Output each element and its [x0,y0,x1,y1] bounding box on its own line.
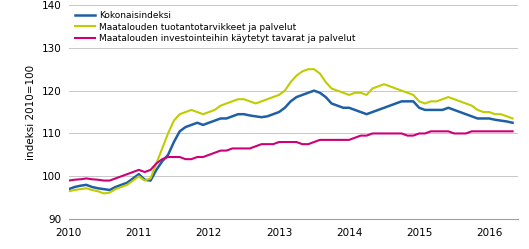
Maatalouden tuotantotarvikkeet ja palvelut [217,104,224,107]
Maatalouden tuotantotarvikkeet ja palvelut [323,81,329,84]
Maatalouden investointeihin käytetyt tavarat ja palvelut [247,147,253,150]
Line: Maatalouden tuotantotarvikkeet ja palvelut: Maatalouden tuotantotarvikkeet ja palvel… [69,69,513,193]
Kokonaisindeksi [106,188,113,191]
Kokonaisindeksi [223,117,230,120]
Maatalouden tuotantotarvikkeet ja palvelut [305,68,312,71]
Maatalouden tuotantotarvikkeet ja palvelut [159,147,166,150]
Maatalouden investointeihin käytetyt tavarat ja palvelut [258,143,264,146]
Maatalouden tuotantotarvikkeet ja palvelut [264,98,270,101]
Maatalouden tuotantotarvikkeet ja palvelut [252,102,259,105]
Maatalouden tuotantotarvikkeet ja palvelut [101,192,107,195]
Line: Maatalouden investointeihin käytetyt tavarat ja palvelut: Maatalouden investointeihin käytetyt tav… [69,131,513,181]
Maatalouden investointeihin käytetyt tavarat ja palvelut [427,130,434,133]
Y-axis label: indeksi 2010=100: indeksi 2010=100 [26,64,36,160]
Line: Kokonaisindeksi: Kokonaisindeksi [69,91,513,190]
Maatalouden tuotantotarvikkeet ja palvelut [223,102,230,105]
Maatalouden investointeihin käytetyt tavarat ja palvelut [509,130,516,133]
Kokonaisindeksi [509,121,516,124]
Maatalouden investointeihin käytetyt tavarat ja palvelut [217,149,224,152]
Maatalouden tuotantotarvikkeet ja palvelut [509,117,516,120]
Kokonaisindeksi [66,188,72,191]
Maatalouden tuotantotarvikkeet ja palvelut [66,190,72,193]
Kokonaisindeksi [252,115,259,118]
Maatalouden investointeihin käytetyt tavarat ja palvelut [212,151,218,154]
Kokonaisindeksi [159,160,166,163]
Kokonaisindeksi [311,89,317,92]
Legend: Kokonaisindeksi, Maatalouden tuotantotarvikkeet ja palvelut, Maatalouden investo: Kokonaisindeksi, Maatalouden tuotantotar… [74,9,358,45]
Kokonaisindeksi [217,117,224,120]
Maatalouden investointeihin käytetyt tavarat ja palvelut [66,179,72,182]
Kokonaisindeksi [323,96,329,99]
Maatalouden investointeihin käytetyt tavarat ja palvelut [153,162,160,165]
Kokonaisindeksi [264,115,270,118]
Maatalouden investointeihin käytetyt tavarat ja palvelut [311,140,317,143]
